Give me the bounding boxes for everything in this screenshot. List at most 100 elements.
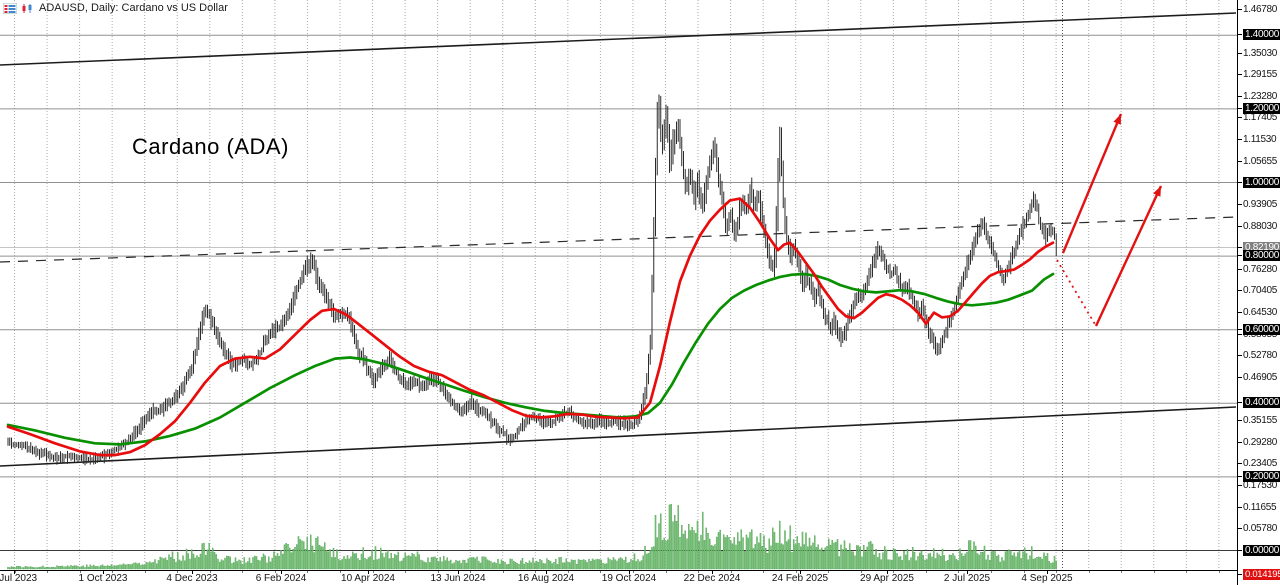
date-label: 29 Apr 2025 [860, 573, 914, 584]
date-label: 13 Jun 2024 [430, 573, 486, 584]
price-tick-label: 1.46780 [1238, 4, 1277, 16]
date-label: 16 Aug 2024 [517, 573, 575, 584]
time-axis[interactable]: 9 Jul 2023 1 Oct 2023 4 Dec 2023 6 Feb 2024… [0, 570, 1237, 585]
date-label: 6 Feb 2024 [255, 573, 307, 584]
minor-time-tick [502, 571, 504, 573]
horizontal-level-lines [0, 34, 1237, 551]
minor-time-tick [600, 571, 602, 573]
minor-time-tick [567, 571, 569, 573]
price-tick-label: 1.35030 [1238, 47, 1277, 59]
chart-title-bar: ADAUSD, Daily: Cardano vs US Dollar [3, 2, 228, 14]
date-label: 9 Jul 2023 [0, 573, 38, 584]
date-tick [192, 571, 193, 574]
minor-time-tick [242, 571, 244, 573]
level-price-label: 0.20000 [1238, 470, 1280, 482]
dashed-resistance-line [0, 216, 1237, 263]
lower-channel-line [0, 406, 1237, 467]
minor-time-tick [535, 571, 537, 573]
minor-time-tick [1186, 571, 1188, 573]
minor-time-tick [372, 571, 374, 573]
level-price-label: 0.60000 [1238, 323, 1280, 335]
level-price-label: 0.40000 [1238, 397, 1280, 409]
minor-time-tick [340, 571, 341, 573]
level-price-label: 1.40000 [1238, 29, 1280, 41]
level-price-label: 1.20000 [1238, 102, 1280, 114]
up-arrow-2 [1094, 185, 1163, 327]
minor-time-tick [1088, 571, 1090, 573]
price-tick-label: 0.35155 [1238, 415, 1277, 427]
minor-time-tick [1153, 571, 1155, 573]
projection-arrows [1056, 113, 1163, 327]
date-label: 19 Oct 2024 [601, 573, 657, 584]
minor-time-tick [14, 571, 16, 573]
level-price-label: 0.00000 [1238, 544, 1280, 556]
price-tick-label: 1.05655 [1238, 155, 1277, 167]
level-price-label: 0.80000 [1238, 250, 1280, 262]
price-tick-label: 0.76280 [1238, 263, 1277, 275]
date-label: 24 Feb 2025 [771, 573, 829, 584]
date-label: 2 Jul 2025 [943, 573, 991, 584]
price-tick-label: 1.29155 [1238, 69, 1277, 81]
minor-time-tick [1121, 571, 1123, 573]
minor-time-tick [860, 571, 862, 573]
minor-time-tick [991, 571, 992, 573]
price-tick-label: 0.17530 [1238, 479, 1277, 491]
date-label: 4 Dec 2023 [166, 573, 218, 584]
minor-time-tick [177, 571, 179, 573]
minor-time-tick [470, 571, 472, 573]
minor-time-tick [274, 571, 276, 573]
dotted-projection-line [1056, 259, 1097, 327]
price-tick-label: 1.23280 [1238, 90, 1277, 102]
minor-time-tick [209, 571, 211, 573]
date-tick [14, 571, 15, 574]
price-tick-label: 0.64530 [1238, 307, 1277, 319]
minor-time-tick [405, 571, 407, 573]
minor-time-tick [1056, 571, 1058, 573]
date-tick [629, 571, 630, 574]
trendlines [0, 12, 1237, 467]
minor-time-tick [730, 571, 732, 573]
date-tick [800, 571, 801, 574]
date-tick [368, 571, 369, 574]
minor-time-tick [698, 571, 700, 573]
date-tick [967, 571, 968, 574]
minor-time-tick [307, 571, 309, 573]
price-tick-label: 0.05780 [1238, 523, 1277, 535]
up-arrow-1-head [1113, 114, 1121, 125]
minor-time-tick [1023, 571, 1025, 573]
instrument-watermark: Cardano (ADA) [132, 134, 289, 159]
minor-time-tick [893, 571, 895, 573]
price-tick-label: 1.17405 [1238, 112, 1277, 124]
minor-time-tick [47, 571, 49, 573]
minor-time-tick [665, 571, 667, 573]
date-label: 10 Apr 2024 [341, 573, 395, 584]
minor-time-tick [763, 571, 765, 573]
date-tick [103, 571, 104, 574]
vertical-gridlines [14, 0, 1220, 570]
minor-time-tick [1218, 571, 1220, 573]
price-tick-label: 0.46905 [1238, 371, 1277, 383]
date-label: 1 Oct 2023 [78, 573, 128, 584]
up-arrow-1 [1061, 113, 1123, 254]
minor-time-tick [828, 571, 830, 573]
level-price-label: 1.00000 [1238, 176, 1280, 188]
price-axis[interactable]: 1.46780 1.35030 1.29155 1.23280 1.17405 1.115… [1237, 0, 1280, 585]
indicator-value-label: 0.014195 [1238, 568, 1280, 580]
bid-price-label: 0.82190 [1238, 242, 1280, 254]
ma-slow-green-line [6, 272, 1055, 446]
price-tick-label: 0.70405 [1238, 285, 1277, 297]
minor-time-tick [79, 571, 81, 573]
ma-fast-red-line [6, 197, 1055, 457]
price-bars [7, 94, 1057, 466]
date-tick [546, 571, 547, 574]
minor-time-tick [437, 571, 439, 573]
price-tick-label: 0.11655 [1238, 501, 1277, 513]
price-tick-label: 0.23405 [1238, 458, 1277, 470]
upper-channel-line [0, 12, 1237, 66]
price-tick-label: 0.93905 [1238, 198, 1277, 210]
date-tick [887, 571, 888, 574]
price-chart-canvas[interactable] [0, 0, 1237, 570]
date-label: 4 Sep 2025 [1021, 573, 1073, 584]
date-tick [458, 571, 459, 574]
